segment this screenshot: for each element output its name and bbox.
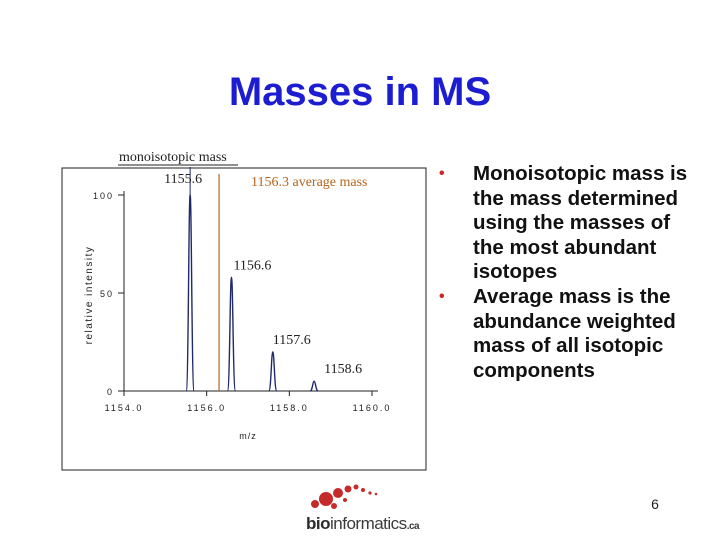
average-mass-label: 1156.3 average mass <box>251 175 368 190</box>
bullet-item: • Average mass is the abundance weighted… <box>435 285 705 383</box>
chart-frame <box>61 167 427 471</box>
bullet-dot-icon: • <box>439 287 445 305</box>
bullet-list: • Monoisotopic mass is the mass determin… <box>435 162 705 383</box>
x-tick-label: 1156.0 <box>187 403 226 413</box>
chart-marks: 1155.6 1156.6 1157.6 1158.6 <box>164 167 362 392</box>
monoisotopic-mass-label: monoisotopic mass <box>119 150 227 165</box>
bioinformatics-logo: bioinformatics.ca <box>304 482 424 537</box>
y-tick-label: 50 <box>100 289 114 299</box>
logo-dots-icon <box>311 484 378 509</box>
mass-spectrum-chart: monoisotopic mass 1156.3 average mass 0 5… <box>58 145 430 473</box>
peak <box>226 276 237 392</box>
peak <box>268 351 278 392</box>
y-tick-label: 0 <box>107 387 114 397</box>
peak <box>185 194 195 392</box>
y-axis-label: relative intensity <box>84 246 95 345</box>
x-axis-label: m/z <box>239 431 257 441</box>
logo-wordmark: bioinformatics.ca <box>306 514 420 533</box>
x-tick-label: 1160.0 <box>353 403 392 413</box>
x-tick-label: 1154.0 <box>105 403 144 413</box>
chart-svg: monoisotopic mass 1156.3 average mass 0 5… <box>61 150 427 471</box>
chart-axes: 0 50 100 1154.0 1156.0 1158.0 1160.0 m/z relativ… <box>84 191 392 441</box>
page-number: 6 <box>651 496 659 512</box>
y-tick-label: 100 <box>93 191 114 201</box>
bullet-item: • Monoisotopic mass is the mass determin… <box>435 162 705 285</box>
peak-label: 1158.6 <box>324 362 362 377</box>
peak-label: 1155.6 <box>164 172 202 187</box>
peak <box>309 380 319 392</box>
bullet-text: Average mass is the abundance weighted m… <box>473 284 676 382</box>
x-tick-label: 1158.0 <box>270 403 309 413</box>
bullet-dot-icon: • <box>439 165 445 182</box>
bullet-text: Monoisotopic mass is the mass determined… <box>473 162 688 284</box>
peak-label: 1157.6 <box>273 333 311 348</box>
slide-title: Masses in MS <box>228 70 492 114</box>
peak-label: 1156.6 <box>233 258 271 273</box>
